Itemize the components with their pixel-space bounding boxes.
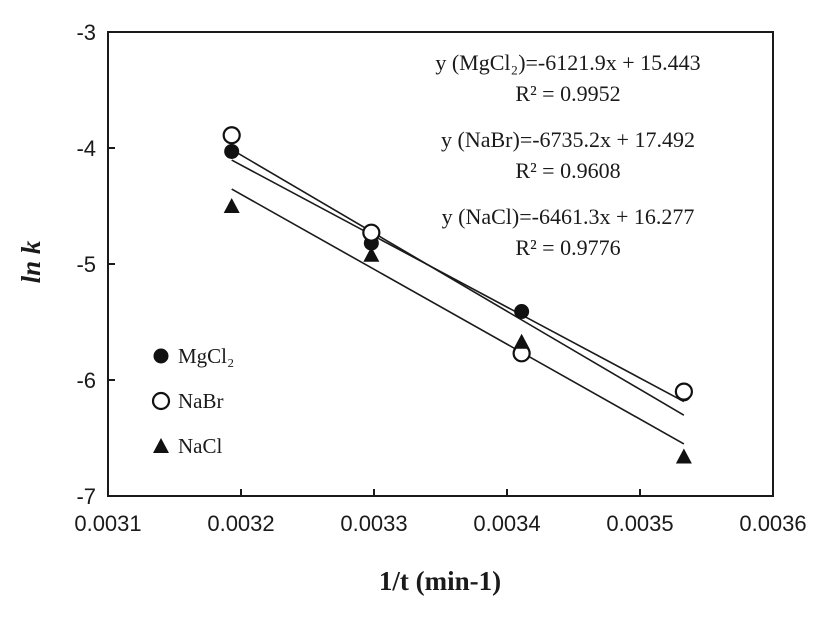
legend-marker-open-circle (151, 391, 171, 411)
x-axis-ticks: 0.0031 0.0032 0.0033 0.0034 0.0035 0.0036 (74, 489, 807, 536)
data-points (222, 126, 693, 464)
y-tick-label: -5 (76, 252, 96, 277)
x-tick-label: 0.0031 (74, 511, 141, 536)
point-filled-triangle (675, 448, 692, 464)
x-tick-label: 0.0036 (739, 511, 806, 536)
legend-label: NaBr (178, 389, 224, 413)
y-axis-ticks: -3 -4 -5 -6 -7 (76, 20, 115, 509)
x-tick-label: 0.0034 (473, 511, 540, 536)
point-filled-triangle (363, 246, 380, 262)
fit-line-filled-triangle (231, 188, 685, 445)
fit-lines (231, 148, 685, 445)
y-tick-label: -3 (76, 20, 96, 45)
r-squared: R² = 0.9952 (515, 81, 620, 106)
x-tick-label: 0.0035 (606, 511, 673, 536)
fit-equation: y (NaCl)=-6461.3x + 16.277 (442, 204, 695, 229)
legend-marker-filled-triangle (153, 438, 169, 453)
fit-equation: y (NaBr)=-6735.2x + 17.492 (441, 127, 695, 152)
y-tick-label: -7 (76, 484, 96, 509)
point-filled-triangle (223, 198, 240, 213)
y-axis-title: ln k (16, 240, 46, 283)
point-filled-triangle (513, 333, 530, 349)
point-open-circle (222, 126, 241, 145)
fit-line-filled-circle (231, 159, 685, 403)
y-tick-label: -6 (76, 368, 96, 393)
r-squared: R² = 0.9608 (515, 158, 620, 183)
fit-line-open-circle (231, 148, 685, 416)
r-squared: R² = 0.9776 (515, 235, 620, 260)
fit-equation: y (MgCl₂)=-6121.9x + 15.443 (435, 50, 700, 75)
legend-marker-filled-circle (153, 348, 169, 364)
fit-equations: y (MgCl₂)=-6121.9x + 15.443 R² = 0.9952 y … (435, 50, 700, 260)
legend-label: MgCl₂ (178, 344, 234, 368)
point-filled-circle (224, 143, 240, 159)
y-tick-label: -4 (76, 136, 96, 161)
point-filled-circle (514, 304, 530, 320)
legend-label: NaCl (178, 434, 222, 458)
point-open-circle (362, 223, 381, 242)
plot-frame (107, 31, 774, 497)
point-open-circle (674, 382, 693, 401)
x-tick-label: 0.0033 (340, 511, 407, 536)
x-tick-label: 0.0032 (207, 511, 274, 536)
legend: MgCl₂ NaBr NaCl (151, 344, 234, 458)
x-axis-title: 1/t (min-1) (379, 566, 501, 596)
